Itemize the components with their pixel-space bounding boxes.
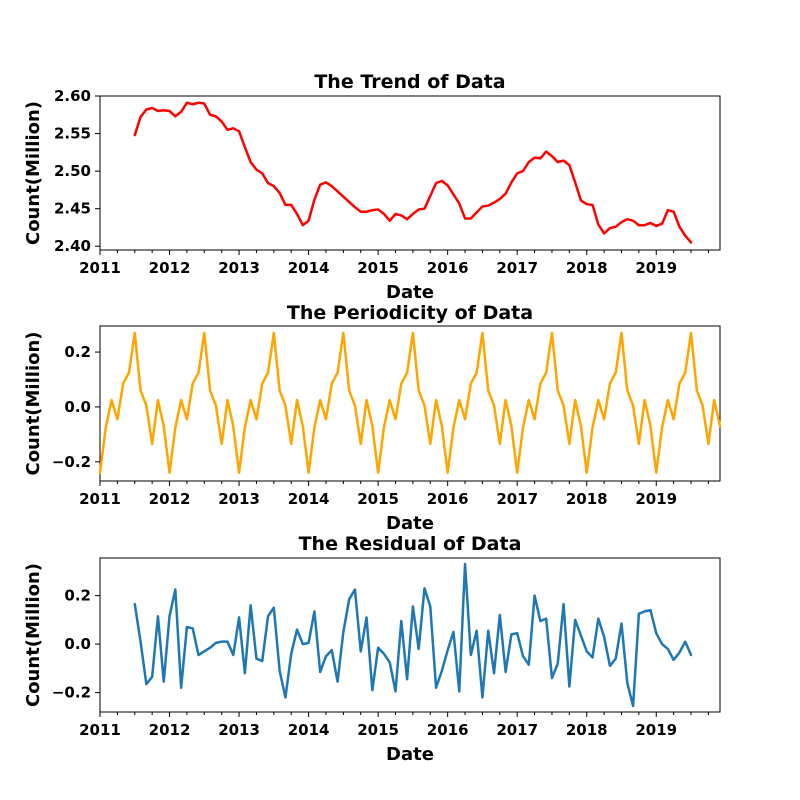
x-tick-label: 2015 — [357, 721, 399, 739]
x-tick-label: 2017 — [496, 490, 538, 508]
x-tick-label: 2013 — [218, 721, 260, 739]
x-axis-label: Date — [386, 513, 434, 534]
x-tick-label: 2016 — [427, 721, 469, 739]
x-tick-label: 2017 — [496, 259, 538, 277]
x-tick-label: 2019 — [635, 259, 677, 277]
y-tick-label: 2.60 — [54, 87, 91, 105]
x-tick-label: 2018 — [566, 259, 608, 277]
y-tick-label: −0.2 — [52, 453, 91, 471]
x-tick-label: 2011 — [79, 259, 121, 277]
y-tick-label: 0.2 — [64, 343, 91, 361]
x-tick-label: 2014 — [288, 259, 330, 277]
x-tick-label: 2011 — [79, 490, 121, 508]
series-line — [98, 331, 722, 475]
x-tick-label: 2017 — [496, 721, 538, 739]
y-axis-label: Count(Million) — [23, 563, 44, 707]
y-tick-label: 0.0 — [64, 635, 91, 653]
y-tick-label: 2.50 — [54, 162, 91, 180]
x-tick-label: 2015 — [357, 490, 399, 508]
x-tick-label: 2013 — [218, 490, 260, 508]
y-tick-label: 2.55 — [54, 125, 91, 143]
x-tick-label: 2014 — [288, 721, 330, 739]
y-tick-label: −0.2 — [52, 684, 91, 702]
x-tick-label: 2016 — [427, 490, 469, 508]
plot-frame — [99, 95, 721, 251]
x-tick-label: 2014 — [288, 490, 330, 508]
plot-frame — [99, 325, 721, 482]
chart-title: The Periodicity of Data — [287, 302, 533, 324]
y-tick-label: 2.40 — [54, 237, 91, 255]
x-axis-label: Date — [386, 744, 434, 765]
series-line — [133, 101, 693, 244]
y-tick-label: 0.0 — [64, 398, 91, 416]
plot-frame — [99, 557, 721, 713]
series-line — [133, 562, 693, 708]
x-tick-label: 2013 — [218, 259, 260, 277]
x-tick-label: 2012 — [149, 490, 191, 508]
x-tick-label: 2019 — [635, 721, 677, 739]
y-tick-label: 0.2 — [64, 587, 91, 605]
x-tick-label: 2015 — [357, 259, 399, 277]
x-tick-label: 2011 — [79, 721, 121, 739]
x-tick-label: 2012 — [149, 259, 191, 277]
y-axis-label: Count(Million) — [23, 331, 44, 475]
x-tick-label: 2019 — [635, 490, 677, 508]
x-axis-label: Date — [386, 282, 434, 303]
y-tick-label: 2.45 — [54, 200, 91, 218]
x-tick-label: 2018 — [566, 721, 608, 739]
chart-title: The Residual of Data — [299, 533, 522, 555]
y-axis-label: Count(Million) — [23, 101, 44, 245]
chart-title: The Trend of Data — [314, 71, 505, 93]
x-tick-label: 2016 — [427, 259, 469, 277]
x-tick-label: 2018 — [566, 490, 608, 508]
x-tick-label: 2012 — [149, 721, 191, 739]
